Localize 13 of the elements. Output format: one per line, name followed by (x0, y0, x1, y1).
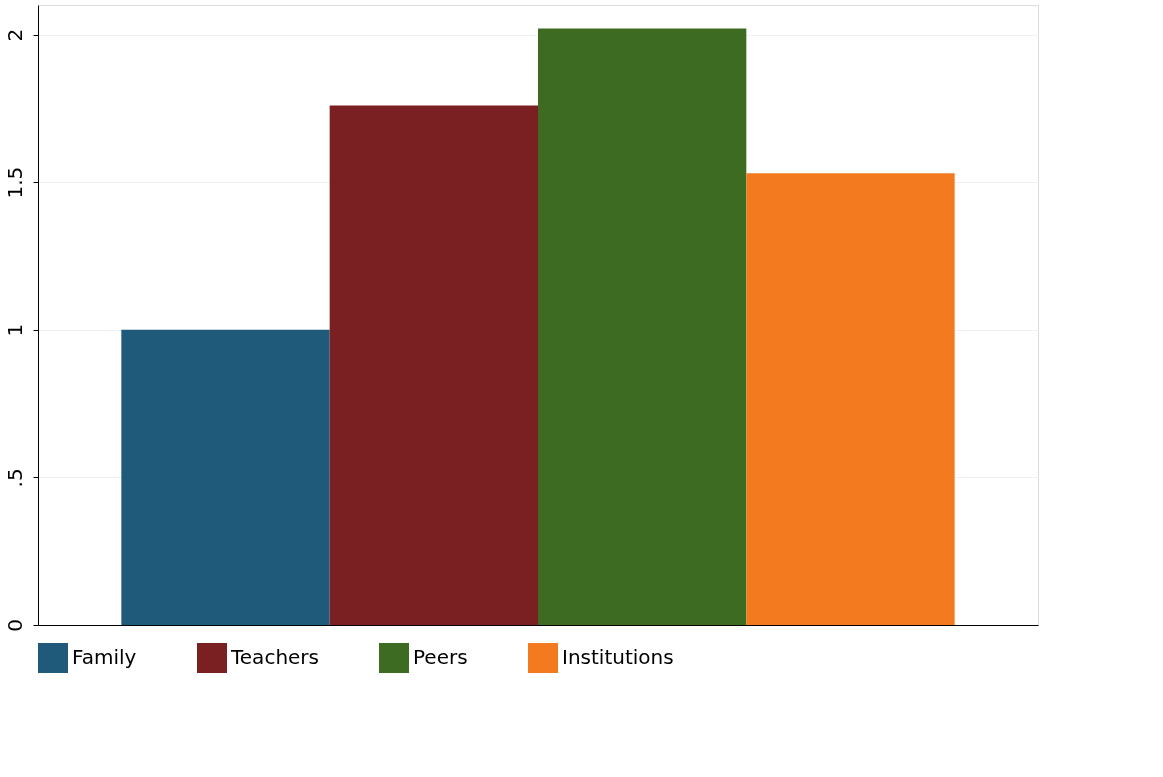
y-tick-label: 0 (2, 619, 27, 632)
bar (538, 28, 747, 625)
y-tick-label: 2 (2, 28, 27, 42)
legend-label: Institutions (562, 645, 674, 669)
y-tick-label: 1 (2, 323, 27, 337)
bar (329, 105, 538, 625)
y-tick-label: 1.5 (2, 166, 27, 199)
y-tick-label: .5 (2, 468, 27, 488)
bar (121, 329, 330, 625)
bar (746, 173, 955, 625)
legend-label: Family (72, 645, 137, 669)
legend-label: Teachers (230, 645, 319, 669)
legend-label: Peers (413, 645, 468, 669)
